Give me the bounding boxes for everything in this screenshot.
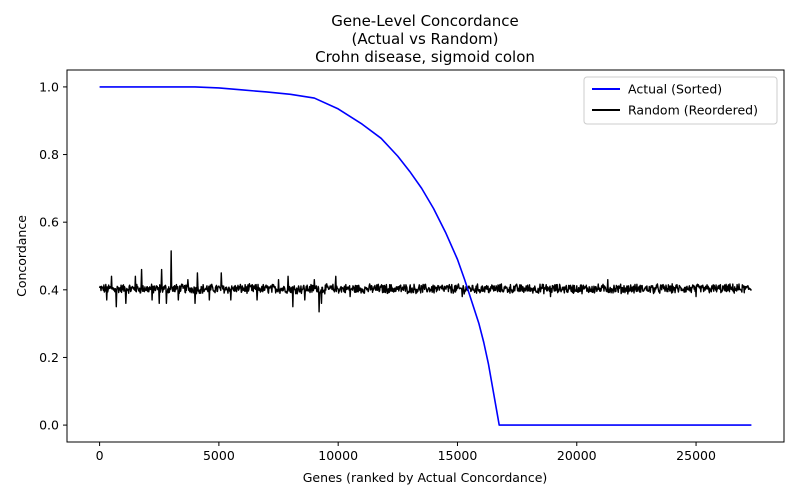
plot-area: [66, 69, 785, 443]
y-tick-label: 0.4: [39, 282, 59, 297]
y-tick-label: 0.6: [39, 215, 59, 230]
x-tick-label: 15000: [438, 448, 478, 463]
chart-title-line-3: Crohn disease, sigmoid colon: [315, 48, 535, 66]
chart-title-line-1: Gene-Level Concordance: [331, 12, 519, 30]
x-axis-ticks: 0 5000 10000 15000 20000 25000: [96, 442, 716, 463]
x-tick-label: 25000: [676, 448, 716, 463]
chart-title: Gene-Level Concordance (Actual vs Random…: [315, 12, 535, 66]
y-axis-label: Concordance: [14, 215, 29, 297]
plot-background: [67, 70, 784, 442]
legend-box: [583, 76, 778, 125]
y-tick-label: 0.8: [39, 147, 59, 162]
series-line-random: [98, 250, 753, 313]
plot-frame: [66, 69, 785, 443]
series-random: [98, 250, 753, 313]
y-tick-label: 0.0: [39, 418, 59, 433]
legend-label-random: Random (Reordered): [628, 103, 758, 118]
x-axis-label: Genes (ranked by Actual Concordance): [303, 470, 548, 485]
y-tick-label: 1.0: [39, 79, 59, 94]
chart-title-line-2: (Actual vs Random): [351, 30, 498, 48]
series-line-actual: [99, 86, 752, 426]
y-tick-label: 0.2: [39, 350, 59, 365]
x-tick-label: 0: [96, 448, 104, 463]
legend: Actual (Sorted) Random (Reordered): [583, 76, 778, 125]
x-tick-label: 20000: [557, 448, 597, 463]
legend-label-actual: Actual (Sorted): [628, 82, 722, 97]
series-actual: [99, 86, 752, 426]
x-tick-label: 5000: [203, 448, 235, 463]
x-tick-label: 10000: [318, 448, 358, 463]
y-axis-ticks: 0.0 0.2 0.4 0.6 0.8 1.0: [39, 79, 67, 433]
